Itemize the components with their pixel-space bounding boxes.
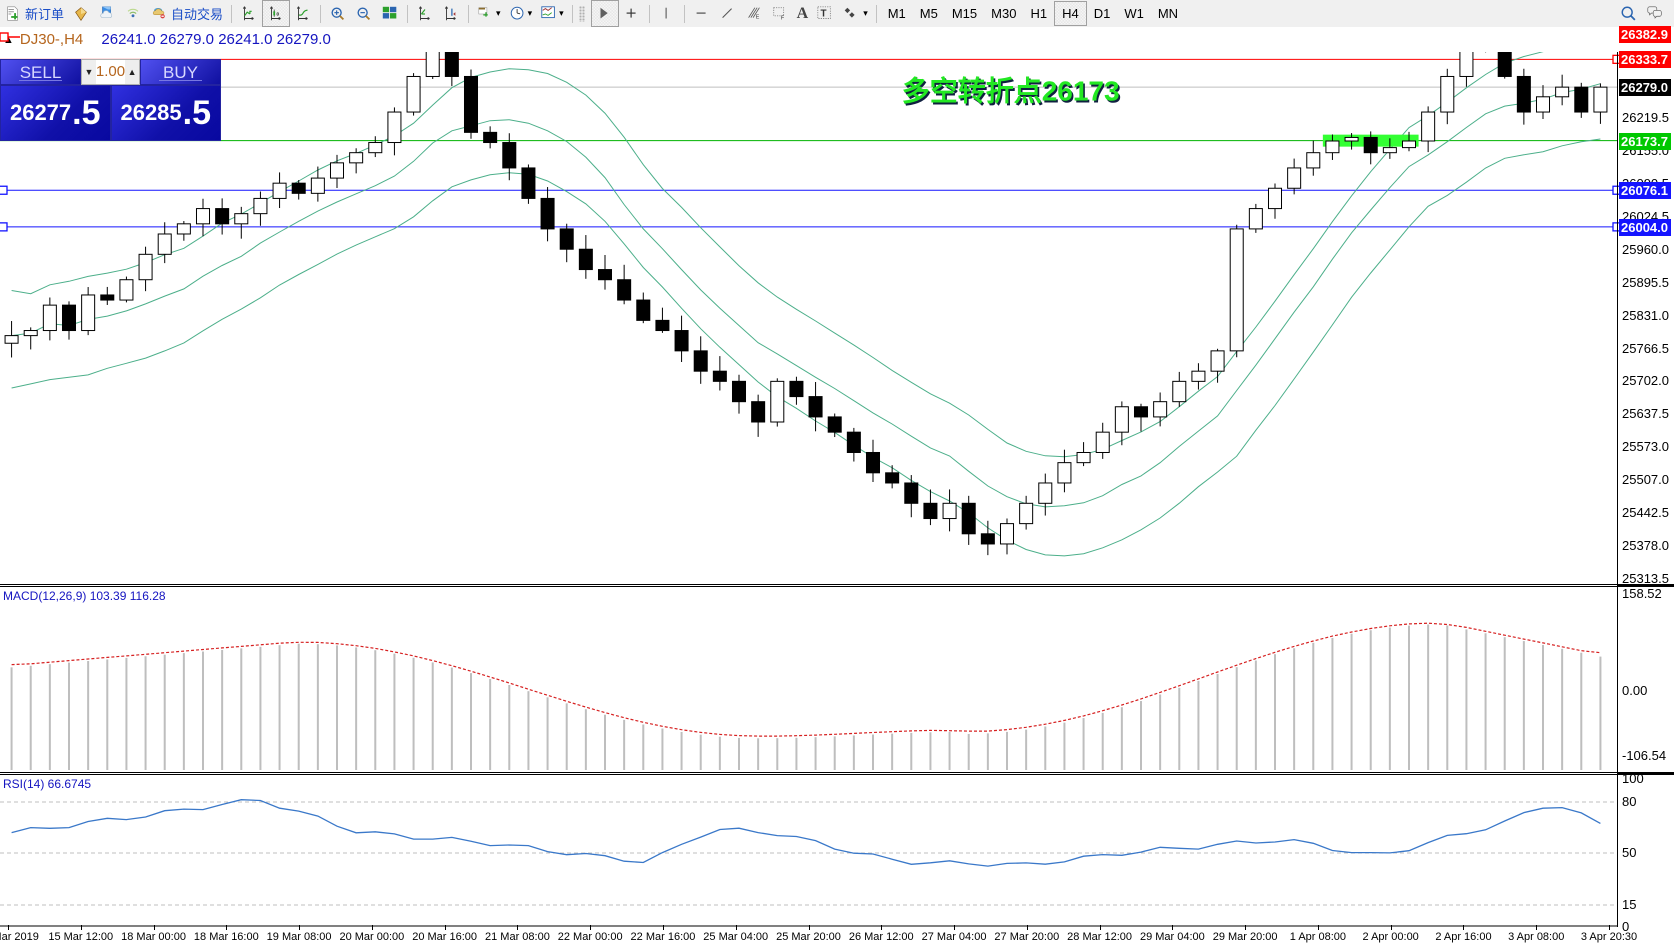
svg-text:多空转折点26173: 多空转折点26173 [902,75,1120,107]
svg-text:E: E [755,14,759,20]
svg-text:F: F [781,15,785,21]
svg-text:T: T [821,8,827,19]
